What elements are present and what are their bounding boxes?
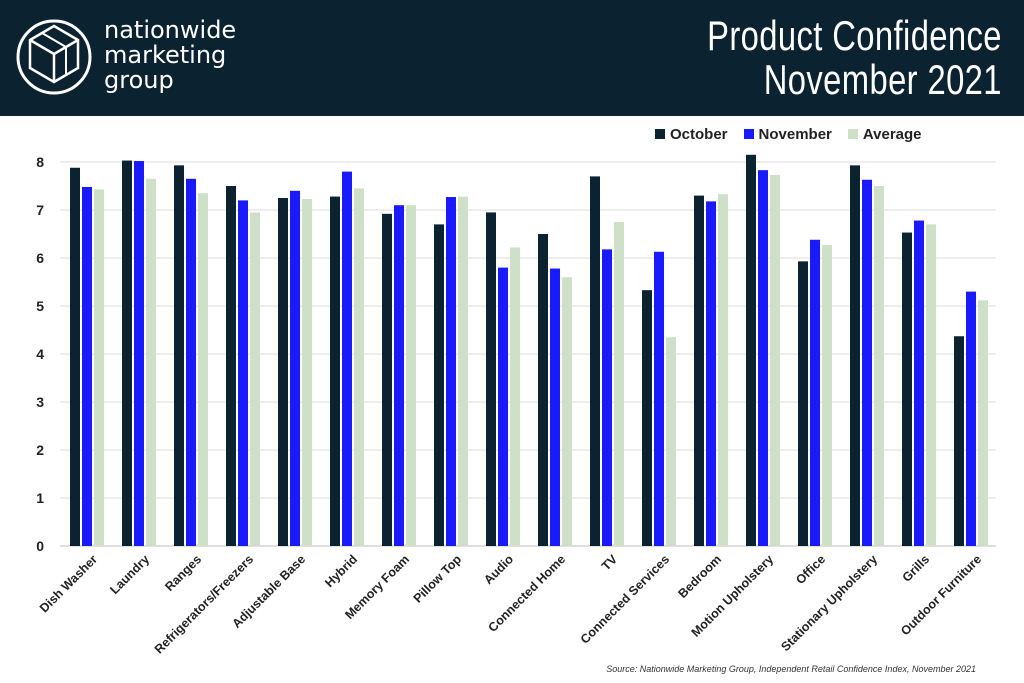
bar-average-8 — [510, 247, 520, 546]
y-tick-label-6: 6 — [36, 250, 44, 266]
chart-legend: October November Average — [655, 124, 938, 144]
bar-november-6 — [394, 205, 404, 546]
bar-november-0 — [82, 186, 92, 546]
bar-october-5 — [330, 196, 340, 546]
bar-october-8 — [486, 212, 496, 546]
bar-average-3 — [250, 212, 260, 546]
bar-november-2 — [186, 178, 196, 547]
bar-average-1 — [146, 178, 156, 547]
title-line-1: Product Confidence — [707, 12, 1002, 59]
bar-october-10 — [590, 176, 600, 546]
bar-november-4 — [290, 190, 300, 547]
page-title: Product Confidence November 2021 — [707, 14, 1002, 102]
bar-october-14 — [798, 261, 808, 546]
x-tick-label-2: Ranges — [162, 552, 204, 594]
logo-line-3: group — [104, 66, 174, 94]
legend-swatch-november — [743, 129, 754, 139]
bar-november-11 — [654, 251, 664, 546]
bar-november-15 — [862, 179, 872, 546]
bar-october-17 — [954, 336, 964, 546]
y-tick-label-3: 3 — [36, 394, 44, 410]
bar-october-15 — [850, 165, 860, 547]
y-tick-label-4: 4 — [36, 346, 44, 362]
x-tick-label-3: Refrigerators/Freezers — [152, 552, 256, 656]
legend-item-october: October — [655, 126, 728, 143]
logo-line-2: marketing — [104, 41, 227, 69]
y-tick-label-2: 2 — [36, 442, 44, 458]
legend-swatch-october — [655, 129, 665, 139]
bar-november-14 — [810, 239, 820, 546]
x-tick-label-10: TV — [599, 552, 621, 574]
bar-november-1 — [134, 161, 144, 546]
legend-swatch-average — [847, 129, 858, 139]
x-tick-label-14: Office — [793, 552, 828, 587]
bar-average-12 — [718, 194, 728, 546]
x-tick-label-0: Dish Washer — [37, 552, 100, 615]
header-banner: nationwide marketing group Product Confi… — [0, 0, 1024, 116]
bar-october-4 — [278, 198, 288, 546]
bar-november-16 — [914, 220, 924, 546]
bar-october-12 — [694, 195, 704, 546]
x-tick-label-15: Stationary Upholstery — [778, 552, 880, 654]
bar-october-9 — [538, 234, 548, 546]
bar-october-16 — [902, 232, 912, 546]
bar-average-6 — [406, 205, 416, 546]
x-tick-label-8: Audio — [481, 552, 516, 587]
bar-october-0 — [70, 167, 80, 546]
bar-october-3 — [226, 186, 236, 546]
legend-item-average: Average — [847, 125, 922, 143]
legend-label-average: Average — [862, 125, 922, 143]
legend-label-november: November — [758, 125, 832, 143]
bar-november-3 — [238, 200, 248, 546]
bar-average-14 — [822, 245, 832, 546]
y-tick-label-0: 0 — [36, 538, 44, 554]
legend-item-november: November — [743, 125, 832, 143]
bar-average-4 — [302, 198, 312, 546]
bar-average-13 — [770, 174, 780, 546]
bar-october-13 — [746, 154, 756, 547]
bar-october-7 — [434, 224, 444, 546]
bar-average-11 — [666, 337, 676, 546]
bar-average-7 — [458, 196, 468, 546]
y-tick-label-1: 1 — [36, 490, 44, 506]
x-tick-label-12: Bedroom — [675, 552, 724, 601]
x-tick-label-5: Hybrid — [322, 552, 360, 590]
bar-november-13 — [758, 170, 768, 546]
x-tick-label-16: Grills — [900, 552, 933, 585]
logo-line-1: nationwide — [104, 16, 237, 44]
bar-average-9 — [562, 277, 572, 546]
bar-november-7 — [446, 197, 456, 546]
bar-november-8 — [498, 267, 508, 546]
title-line-2: November 2021 — [763, 56, 1002, 103]
bar-october-11 — [642, 290, 652, 546]
bar-october-2 — [174, 165, 184, 547]
source-note: Source: Nationwide Marketing Group, Inde… — [606, 664, 976, 674]
x-tick-label-1: Laundry — [107, 552, 152, 597]
bar-average-16 — [926, 224, 936, 546]
bar-november-10 — [602, 249, 612, 547]
bar-november-5 — [342, 171, 352, 546]
x-tick-label-7: Pillow Top — [411, 552, 465, 606]
bar-november-9 — [550, 268, 560, 546]
bar-chart: 0 1 2 3 4 5 6 7 8 Dish Washer Laundry RangesRefrige… — [36, 154, 996, 656]
bar-october-1 — [122, 160, 132, 546]
bar-average-2 — [198, 193, 208, 546]
legend-label-october: October — [670, 125, 728, 143]
bar-november-17 — [966, 291, 976, 546]
bar-october-6 — [382, 213, 392, 546]
bar-average-10 — [614, 222, 624, 546]
bar-average-17 — [978, 300, 988, 546]
bar-average-5 — [354, 188, 364, 546]
x-tick-label-11: Connected Services — [578, 552, 672, 646]
logo-icon — [16, 19, 92, 95]
logo-wordmark: nationwide marketing group — [104, 18, 236, 93]
bar-november-12 — [706, 201, 716, 547]
y-tick-label-8: 8 — [36, 154, 44, 170]
y-tick-label-7: 7 — [36, 202, 44, 218]
bar-average-0 — [94, 189, 104, 547]
y-tick-label-5: 5 — [36, 298, 44, 314]
bar-average-15 — [874, 186, 884, 546]
